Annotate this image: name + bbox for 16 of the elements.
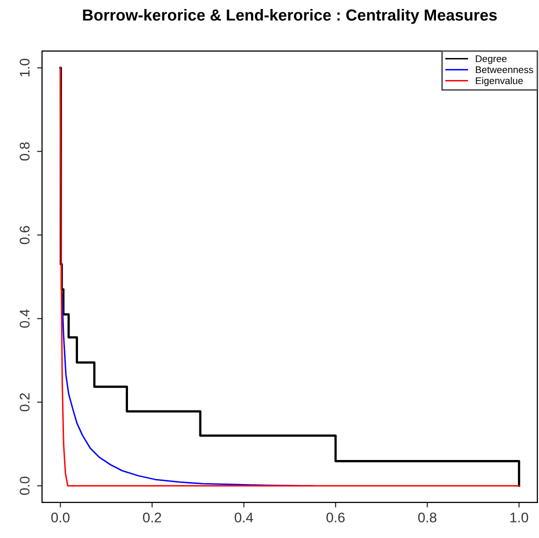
y-tick-label: 1.0	[20, 58, 30, 76]
y-tick-label: 0.4	[20, 309, 30, 328]
legend-label: Betweenness	[476, 66, 534, 74]
legend-label: Eigenvalue	[476, 77, 523, 86]
x-tick-label: 0.6	[326, 512, 345, 522]
y-tick-label: 0.2	[20, 393, 30, 412]
x-tick-label: 0.2	[143, 512, 162, 522]
chart-title: Borrow-kerorice & Lend-kerorice : Centrality Measures	[83, 8, 497, 24]
y-tick-label: 0.6	[20, 226, 30, 244]
y-tick-label: 0.8	[20, 142, 30, 161]
y-tick-label: 0.0	[20, 476, 30, 495]
x-tick-label: 0.8	[418, 512, 436, 522]
legend-label: Degree	[476, 55, 507, 64]
x-tick-label: 0.4	[234, 512, 254, 522]
x-tick-label: 0.0	[51, 512, 70, 522]
x-tick-label: 1.0	[510, 512, 528, 522]
